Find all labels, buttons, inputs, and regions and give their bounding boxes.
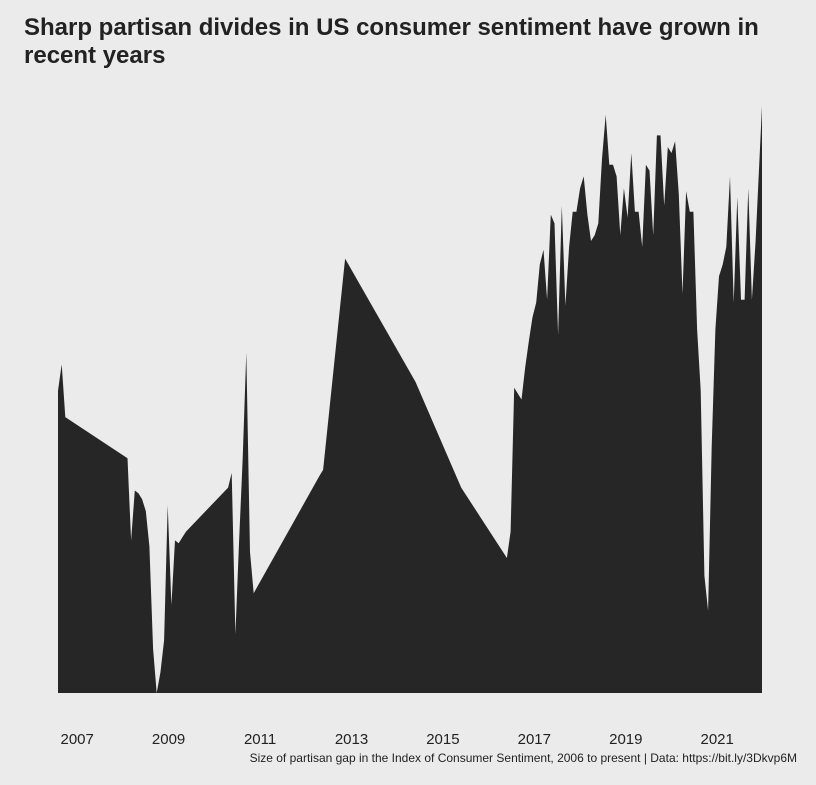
x-tick-label: 2011 bbox=[244, 731, 276, 748]
x-tick-label: 2007 bbox=[61, 731, 94, 748]
chart-caption: Size of partisan gap in the Index of Con… bbox=[249, 751, 797, 765]
x-tick-label: 2009 bbox=[152, 731, 185, 748]
partisan-gap-area bbox=[58, 106, 762, 693]
x-tick-label: 2017 bbox=[518, 731, 551, 748]
x-tick-label: 2021 bbox=[701, 731, 734, 748]
chart-title: Sharp partisan divides in US consumer se… bbox=[24, 14, 759, 69]
x-axis-tick-labels: 2007 2009 2011 2013 2015 2017 2019 2021 bbox=[61, 731, 734, 748]
x-tick-label: 2019 bbox=[609, 731, 642, 748]
x-tick-label: 2013 bbox=[335, 731, 368, 748]
x-tick-label: 2015 bbox=[426, 731, 459, 748]
